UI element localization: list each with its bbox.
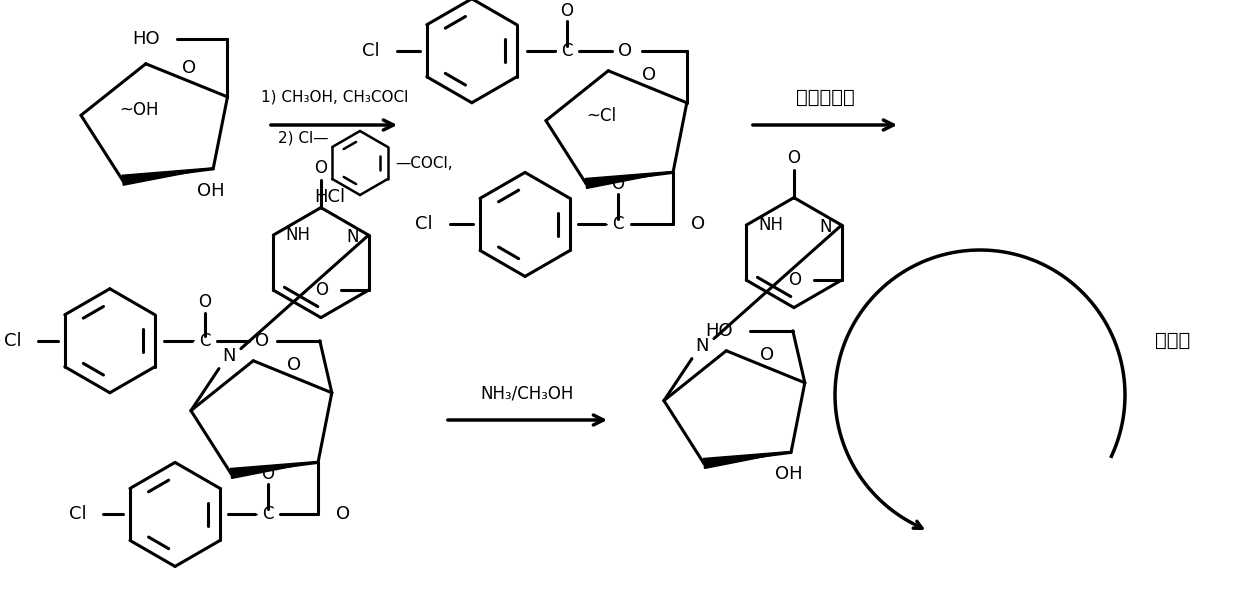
Text: O: O [789, 271, 801, 289]
Text: Cl: Cl [69, 505, 87, 524]
Text: N: N [346, 228, 358, 246]
Text: Cl: Cl [415, 215, 433, 233]
Text: O: O [691, 215, 706, 233]
Text: O: O [288, 356, 301, 374]
Text: 布朗斯特酸: 布朗斯特酸 [796, 87, 854, 107]
Text: NH₃/CH₃OH: NH₃/CH₃OH [480, 384, 574, 402]
Text: HO: HO [131, 30, 160, 48]
Text: O: O [336, 505, 350, 524]
Text: OH: OH [775, 465, 802, 483]
Text: O: O [611, 176, 625, 193]
Text: 1) CH₃OH, CH₃COCl: 1) CH₃OH, CH₃COCl [262, 89, 409, 105]
Text: O: O [760, 346, 775, 364]
Text: C: C [613, 215, 624, 233]
Text: N: N [820, 218, 832, 236]
Text: O: O [618, 42, 632, 60]
Text: O: O [642, 66, 657, 84]
Text: O: O [254, 332, 269, 350]
Text: —COCl,: —COCl, [396, 155, 453, 171]
Text: O: O [198, 293, 211, 311]
Text: Cl: Cl [4, 332, 22, 350]
Text: O: O [787, 149, 801, 167]
Text: NH: NH [285, 226, 310, 244]
Polygon shape [231, 462, 317, 478]
Text: O: O [181, 60, 196, 77]
Text: HO: HO [706, 322, 733, 340]
Text: NH: NH [759, 216, 784, 234]
Text: O: O [315, 159, 327, 177]
Text: 重结晶: 重结晶 [1154, 330, 1190, 349]
Text: OH: OH [197, 182, 224, 200]
Text: ~OH: ~OH [119, 101, 159, 120]
Text: C: C [200, 332, 211, 350]
Polygon shape [585, 171, 673, 189]
Text: -: - [552, 43, 557, 58]
Text: HCl: HCl [315, 188, 346, 206]
Text: -: - [253, 507, 258, 522]
Text: -: - [190, 333, 195, 348]
Text: O: O [262, 465, 274, 483]
Polygon shape [703, 452, 791, 468]
Polygon shape [122, 168, 213, 185]
Text: N: N [696, 337, 709, 355]
Text: C: C [263, 505, 274, 524]
Text: -: - [603, 217, 608, 232]
Text: O: O [315, 281, 329, 299]
Text: N: N [222, 347, 236, 365]
Text: C: C [560, 42, 573, 60]
Text: ~Cl: ~Cl [587, 107, 616, 124]
Text: Cl: Cl [362, 42, 379, 60]
Text: 2) Cl—: 2) Cl— [278, 130, 329, 146]
Text: O: O [560, 2, 573, 20]
